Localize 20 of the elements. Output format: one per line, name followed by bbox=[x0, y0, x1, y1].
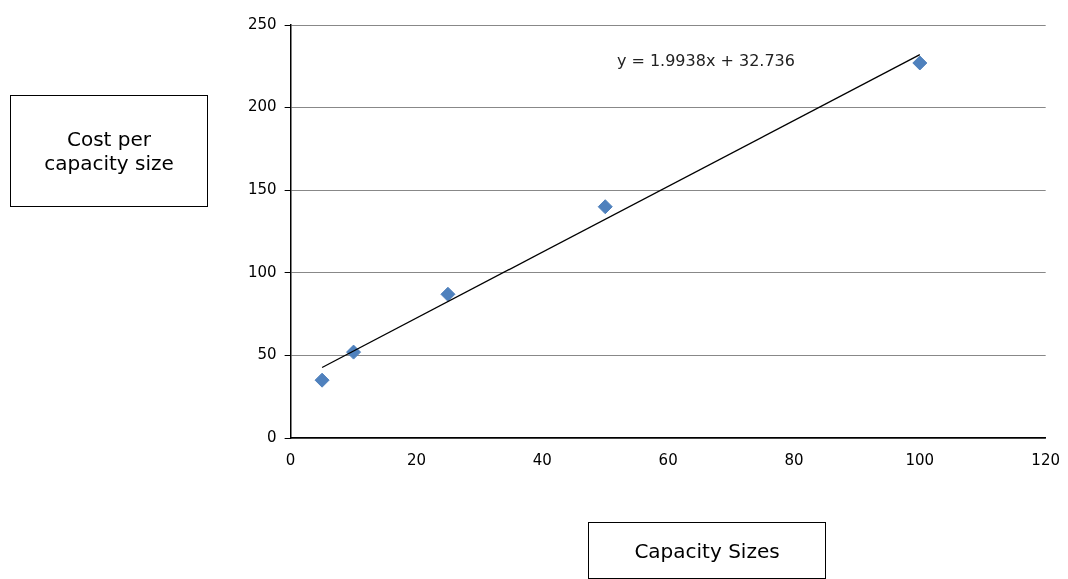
x-tick-label: 40 bbox=[532, 450, 552, 469]
y-tick-label: 100 bbox=[247, 262, 277, 281]
x-tick-label: 60 bbox=[658, 450, 678, 469]
point bbox=[314, 372, 330, 388]
point bbox=[597, 199, 613, 215]
y-axis-title: Cost per capacity size bbox=[10, 95, 208, 207]
x-axis-title: Capacity Sizes bbox=[588, 522, 826, 579]
y-tick-label: 200 bbox=[247, 97, 277, 116]
x-tick-label: 80 bbox=[784, 450, 804, 469]
annotation: y = 1.9938x + 32.736 bbox=[616, 51, 795, 71]
y-tick-label: 150 bbox=[247, 180, 277, 199]
point bbox=[440, 286, 456, 302]
y-tick-label: 50 bbox=[257, 345, 277, 364]
x-tick-label: 100 bbox=[905, 450, 935, 469]
y-tick-label: 0 bbox=[267, 427, 277, 446]
x-tick-label: 0 bbox=[285, 450, 296, 469]
x-tick-label: 120 bbox=[1031, 450, 1061, 469]
y-tick-label: 250 bbox=[247, 14, 277, 33]
point bbox=[912, 55, 928, 71]
x-tick-label: 20 bbox=[406, 450, 427, 469]
